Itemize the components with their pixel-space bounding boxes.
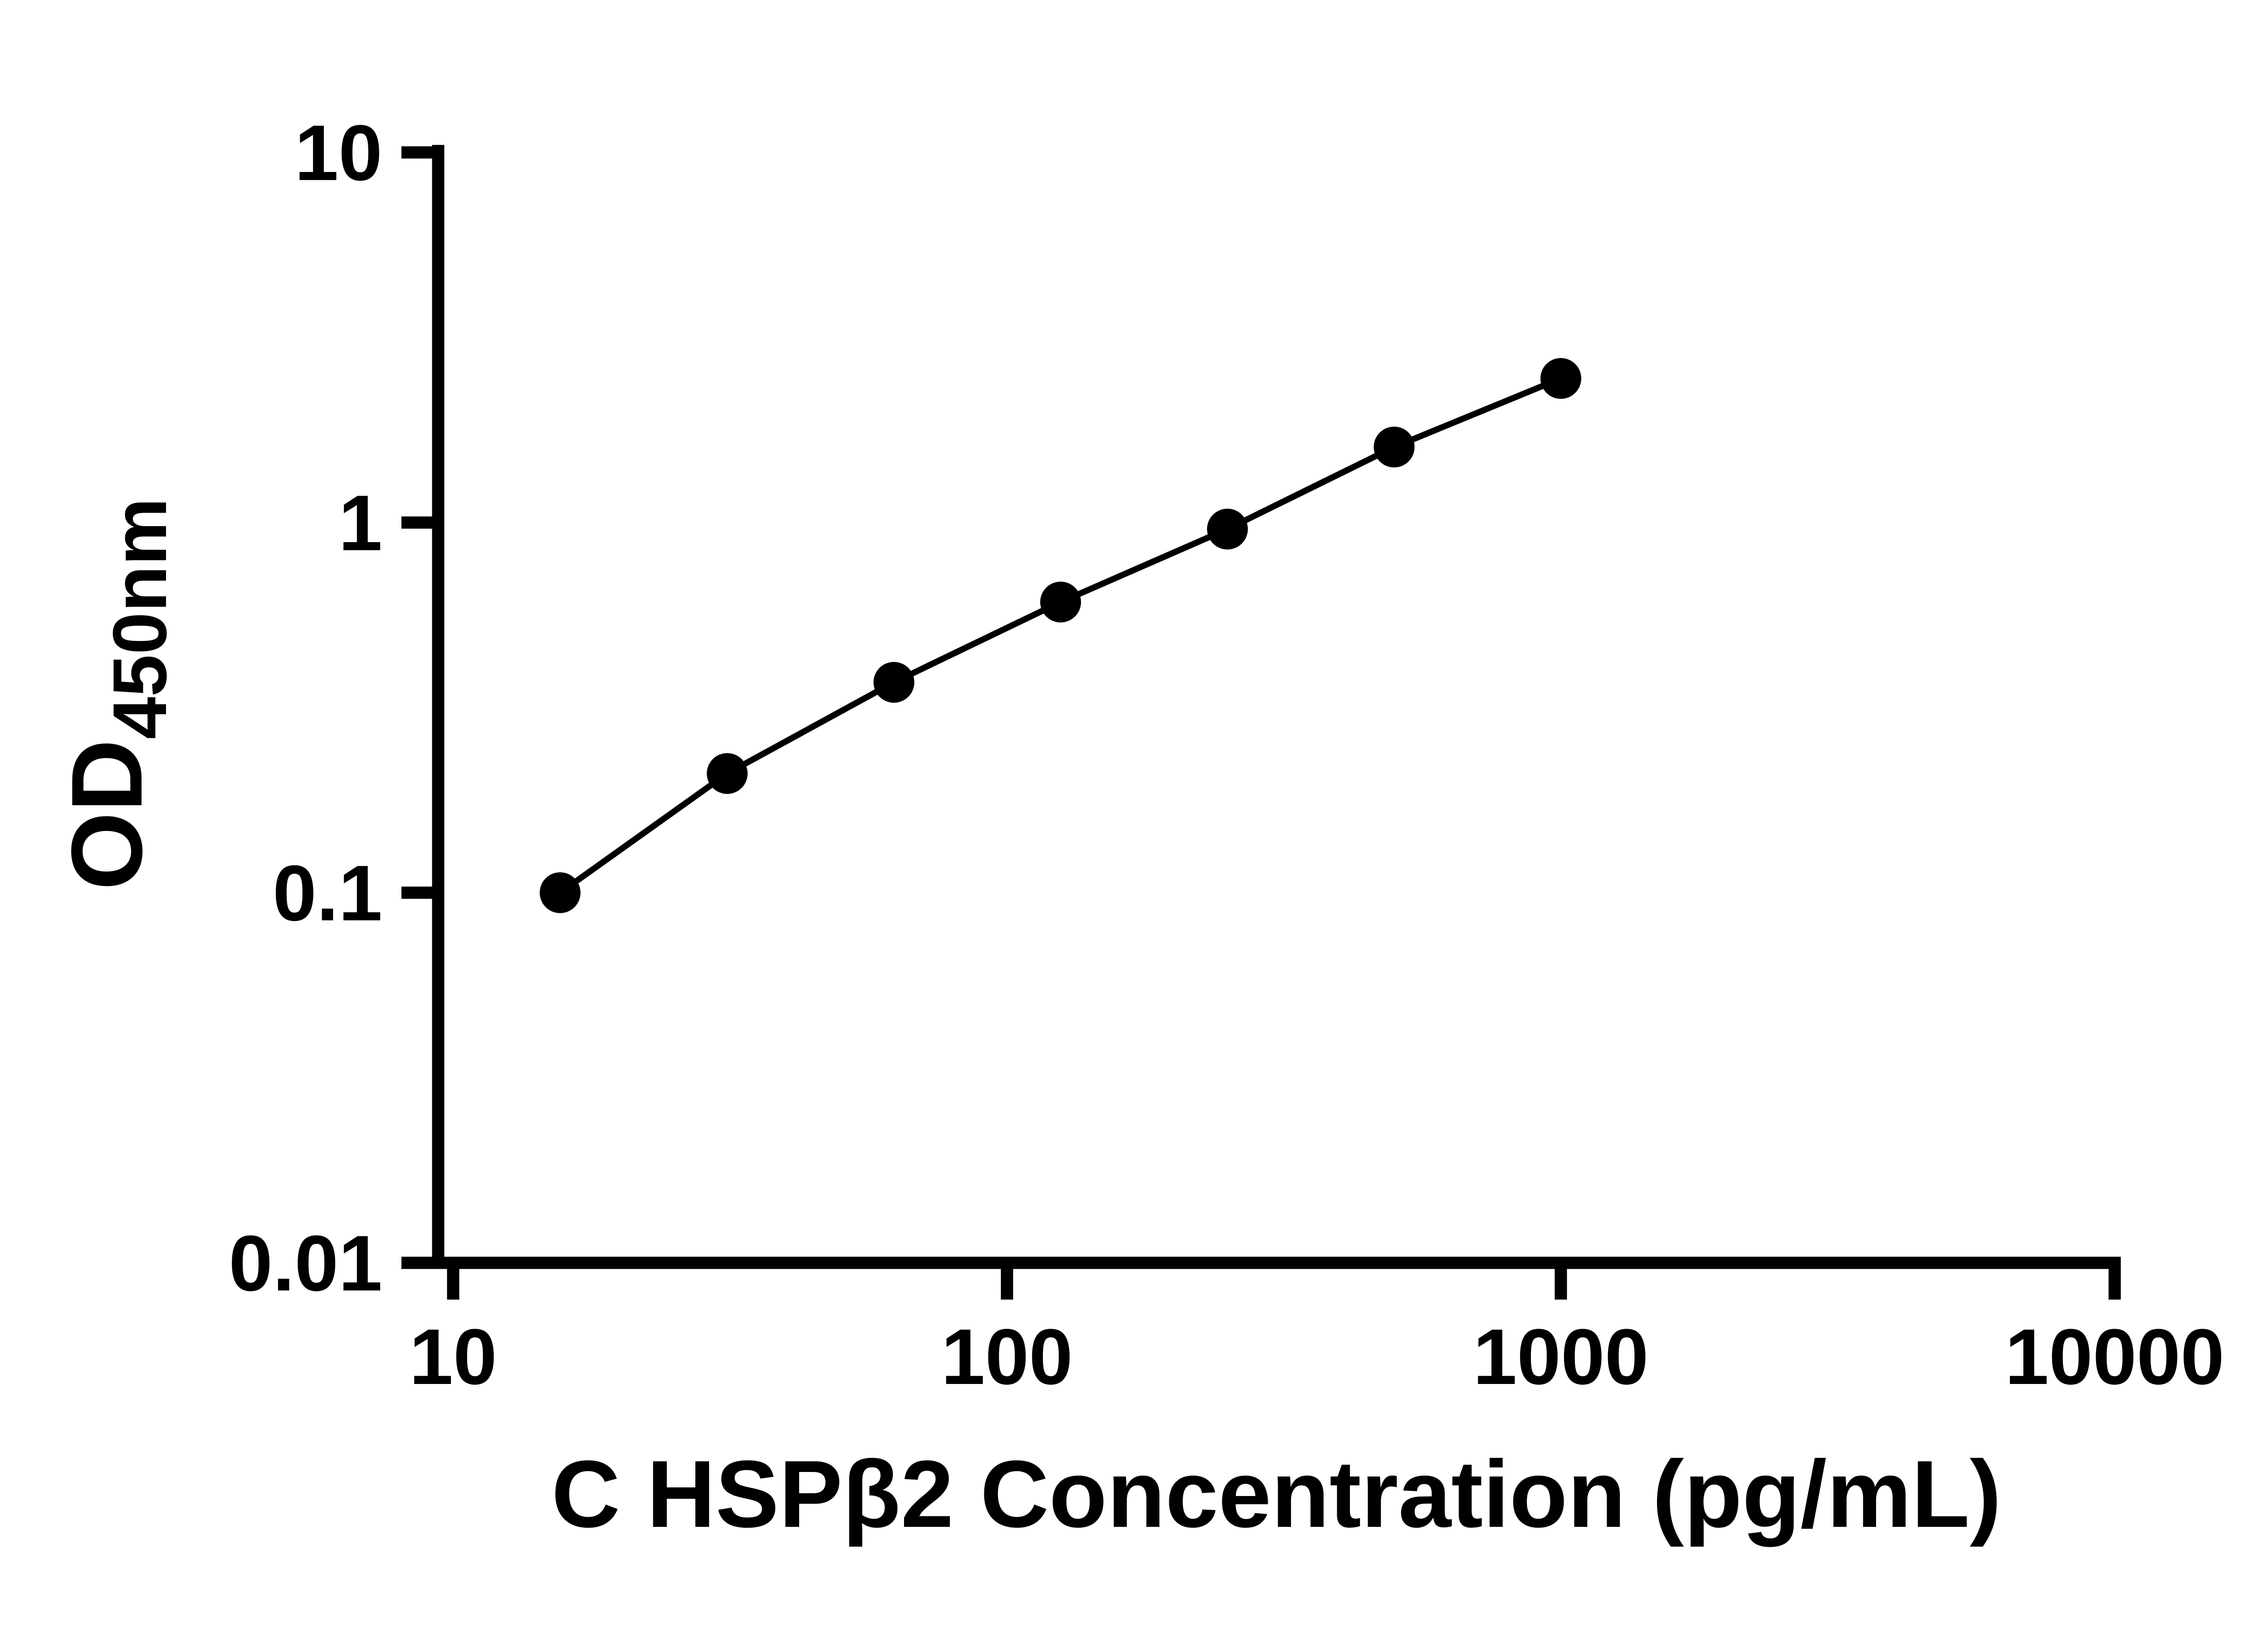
data-point-marker — [1374, 426, 1415, 468]
x-axis-title: C HSPβ2 Concentration (pg/mL) — [552, 1441, 2002, 1547]
x-axis-tick-label: 10 — [409, 1312, 497, 1401]
data-point-marker — [1040, 582, 1081, 623]
data-point-marker — [1540, 358, 1581, 399]
y-axis-title-main: OD — [51, 739, 163, 890]
data-point-marker — [539, 872, 581, 913]
x-axis-tick-label: 100 — [941, 1312, 1073, 1401]
y-axis-tick-label: 10 — [294, 108, 382, 197]
data-point-marker — [873, 662, 914, 703]
x-axis-tick-label: 1000 — [1473, 1312, 1648, 1401]
y-axis-tick-label: 0.1 — [273, 849, 382, 937]
x-axis-tick-label: 10000 — [2005, 1312, 2224, 1401]
y-axis-title: OD450nm — [51, 498, 182, 890]
y-axis-tick-label: 0.01 — [229, 1219, 382, 1307]
y-axis-tick-label: 1 — [338, 479, 382, 567]
data-point-marker — [707, 753, 748, 794]
y-axis-title-subscript: 450nm — [97, 498, 182, 739]
data-point-marker — [1207, 508, 1248, 550]
